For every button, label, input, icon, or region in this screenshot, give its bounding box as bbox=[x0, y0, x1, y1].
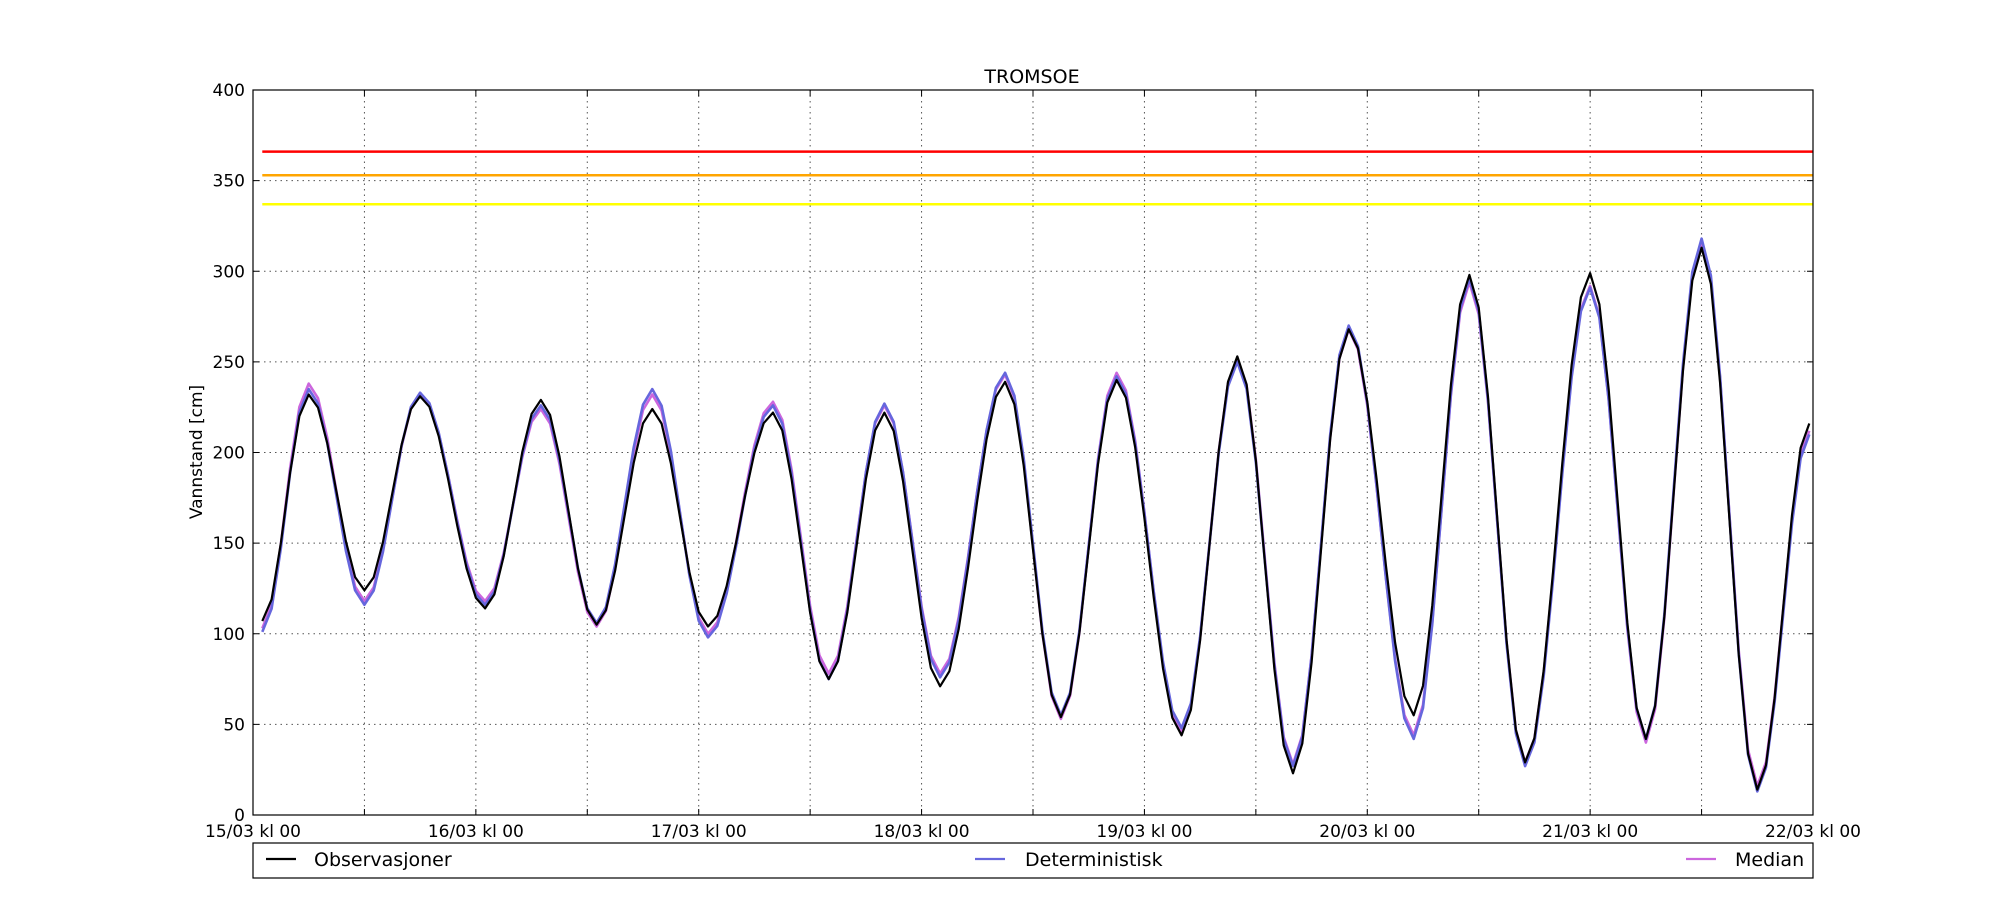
x-tick-label: 20/03 kl 00 bbox=[1319, 822, 1415, 842]
x-tick-label: 22/03 kl 00 bbox=[1765, 822, 1861, 842]
x-tick-label: 16/03 kl 00 bbox=[428, 822, 524, 842]
x-tick-label: 21/03 kl 00 bbox=[1542, 822, 1638, 842]
y-tick-label: 150 bbox=[213, 534, 245, 554]
legend-label-deterministisk: Deterministisk bbox=[1025, 849, 1163, 871]
x-tick-label: 18/03 kl 00 bbox=[874, 822, 970, 842]
legend-label-observasjoner: Observasjoner bbox=[314, 849, 452, 871]
threshold-lines bbox=[262, 150, 1813, 206]
series-line-observasjoner bbox=[261, 246, 1811, 791]
x-tick-label: 19/03 kl 00 bbox=[1096, 822, 1192, 842]
legend: Observasjoner Deterministisk Median bbox=[252, 842, 1814, 879]
y-tick-label: 350 bbox=[213, 172, 245, 192]
y-tick-label: 300 bbox=[213, 262, 245, 282]
series-lines bbox=[261, 237, 1811, 793]
y-tick-label: 50 bbox=[223, 715, 245, 735]
legend-box bbox=[252, 842, 1814, 879]
y-tick-label: 100 bbox=[213, 625, 245, 645]
legend-label-median: Median bbox=[1735, 849, 1804, 871]
axis-ticks: 0 50 100 150 200 250 300 350 400 15/03 kl 00 16/03… bbox=[205, 81, 1861, 842]
x-tick-label: 17/03 kl 00 bbox=[651, 822, 747, 842]
chart-title: TROMSOE bbox=[983, 66, 1079, 88]
y-axis-title: Vannstand [cm] bbox=[187, 385, 207, 519]
grid bbox=[253, 90, 1813, 815]
y-tick-label: 200 bbox=[213, 444, 245, 464]
y-tick-label: 400 bbox=[213, 81, 245, 101]
y-tick-label: 0 bbox=[234, 806, 245, 826]
y-tick-label: 250 bbox=[213, 353, 245, 373]
x-tick-label: 15/03 kl 00 bbox=[205, 822, 301, 842]
